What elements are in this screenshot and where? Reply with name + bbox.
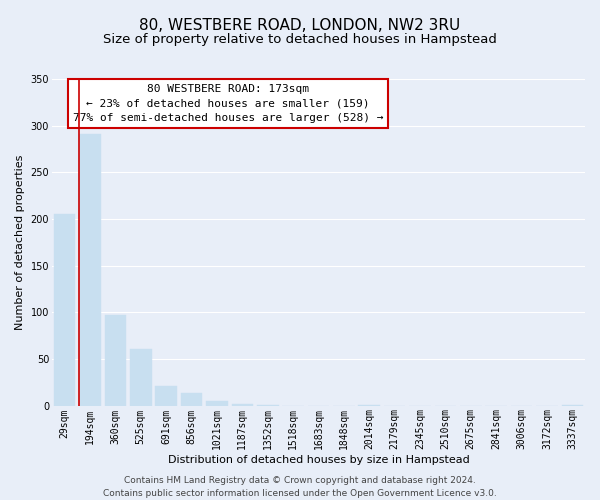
Text: 80, WESTBERE ROAD, LONDON, NW2 3RU: 80, WESTBERE ROAD, LONDON, NW2 3RU	[139, 18, 461, 32]
Y-axis label: Number of detached properties: Number of detached properties	[15, 154, 25, 330]
Bar	[54, 214, 76, 406]
Bar	[155, 386, 177, 406]
Bar	[232, 404, 253, 406]
Text: 80 WESTBERE ROAD: 173sqm
← 23% of detached houses are smaller (159)
77% of semi-: 80 WESTBERE ROAD: 173sqm ← 23% of detach…	[73, 84, 383, 124]
X-axis label: Distribution of detached houses by size in Hampstead: Distribution of detached houses by size …	[167, 455, 469, 465]
Bar	[206, 401, 228, 406]
Bar	[257, 404, 278, 406]
Bar	[181, 394, 202, 406]
Bar	[358, 404, 380, 406]
Bar	[130, 348, 152, 406]
Text: Contains HM Land Registry data © Crown copyright and database right 2024.
Contai: Contains HM Land Registry data © Crown c…	[103, 476, 497, 498]
Bar	[562, 404, 583, 406]
Bar	[104, 315, 126, 406]
Text: Size of property relative to detached houses in Hampstead: Size of property relative to detached ho…	[103, 32, 497, 46]
Bar	[79, 134, 101, 406]
